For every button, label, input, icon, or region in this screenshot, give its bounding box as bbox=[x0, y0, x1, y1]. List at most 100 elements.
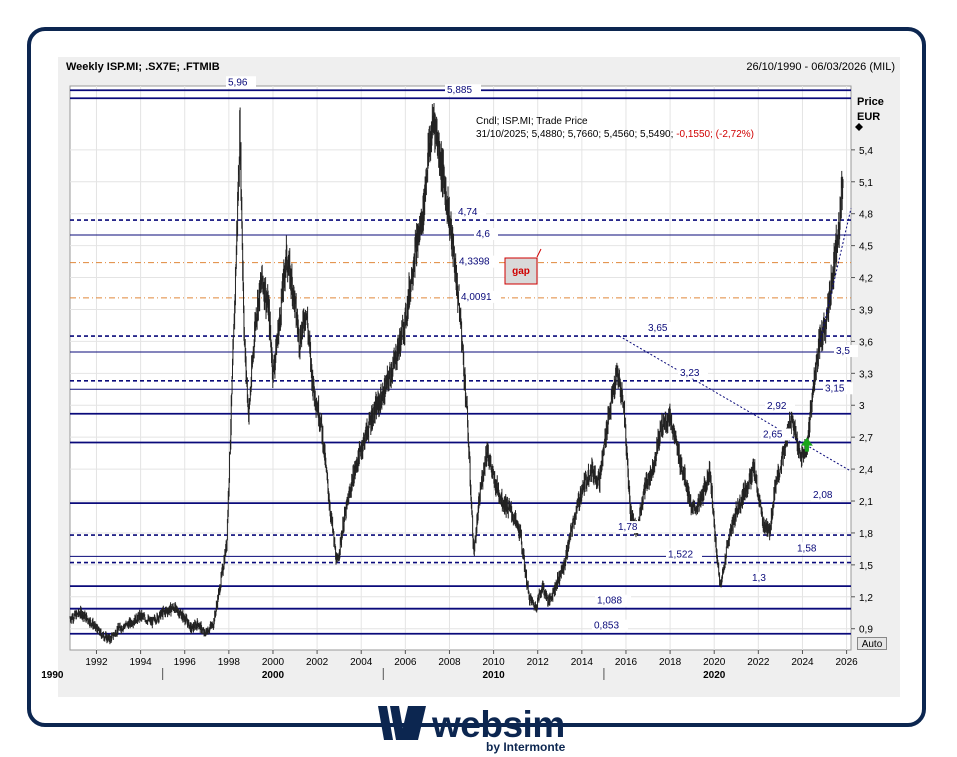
y-axis-title: EUR bbox=[857, 111, 880, 123]
x-tick-label: 2002 bbox=[306, 657, 329, 668]
level-label: 0,853 bbox=[594, 621, 619, 632]
level-label: 4,3398 bbox=[459, 257, 490, 268]
level-label: 1,088 bbox=[597, 596, 622, 607]
level-label: 5,96 bbox=[228, 77, 248, 88]
logo-tagline: by Intermonte bbox=[486, 740, 566, 754]
level-label: 3,15 bbox=[825, 383, 845, 394]
y-tick-label: 4,8 bbox=[859, 210, 873, 221]
level-label-bg bbox=[226, 76, 256, 89]
level-label: 1,3 bbox=[752, 573, 766, 584]
level-label-bg bbox=[459, 290, 501, 303]
grid-layer bbox=[69, 85, 852, 651]
level-label-bg bbox=[795, 542, 825, 555]
level-label-bg bbox=[595, 594, 631, 607]
level-label-bg bbox=[765, 399, 795, 412]
x-tick-label: 2012 bbox=[527, 657, 550, 668]
x-tick-label: 1994 bbox=[129, 657, 152, 668]
level-label: 3,65 bbox=[648, 323, 668, 334]
level-label: 2,92 bbox=[767, 401, 787, 412]
level-label-bg bbox=[811, 489, 841, 502]
y-tick-label: 4,5 bbox=[859, 242, 873, 253]
x-tick-label: 2016 bbox=[615, 657, 638, 668]
level-label-bg bbox=[678, 366, 708, 379]
auto-scale-button[interactable]: Auto bbox=[857, 637, 887, 650]
x-tick-label: 2008 bbox=[438, 657, 461, 668]
y-tick-label: 2,7 bbox=[859, 433, 873, 444]
x-tick-label: 2006 bbox=[394, 657, 417, 668]
x-tick-label: 2020 bbox=[703, 657, 726, 668]
y-tick-label: 1,8 bbox=[859, 529, 873, 540]
y-tick-label: 5,4 bbox=[859, 146, 873, 157]
level-label: 1,58 bbox=[797, 543, 817, 554]
logo-wordmark: websim bbox=[432, 704, 565, 745]
level-label: 4,0091 bbox=[461, 292, 492, 303]
support-trendline bbox=[819, 208, 852, 342]
labels-layer: 5,96 5,885 4,74 4,6 4,3398 4,0091 3,65 3,5 3,23 3… bbox=[226, 76, 858, 632]
x-tick-label: 2022 bbox=[747, 657, 770, 668]
level-label-bg bbox=[761, 428, 791, 441]
gap-pointer bbox=[536, 248, 542, 258]
plot-area bbox=[69, 85, 852, 651]
downtrend-line bbox=[619, 335, 852, 472]
level-label: 5,885 bbox=[447, 85, 472, 96]
x-tick-label: 2004 bbox=[350, 657, 373, 668]
level-label: 3,23 bbox=[680, 368, 700, 379]
y-tick-label: 3,3 bbox=[859, 369, 873, 380]
candles-layer bbox=[69, 103, 844, 645]
level-label-bg bbox=[750, 572, 774, 585]
x-tick-label: 1992 bbox=[85, 657, 108, 668]
y-tick-label: 4,2 bbox=[859, 274, 873, 285]
level-label-bg bbox=[456, 206, 486, 219]
x-tick-label: 1998 bbox=[218, 657, 241, 668]
x-tick-label: 2024 bbox=[791, 657, 814, 668]
websim-logo: websim by Intermonte bbox=[378, 704, 588, 756]
gap-label: gap bbox=[512, 266, 530, 277]
x-decade-label: 2010 bbox=[482, 670, 505, 681]
legend-line2: 31/10/2025; 5,4880; 5,7660; 5,4560; 5,54… bbox=[476, 129, 754, 140]
date-range: 26/10/1990 - 06/03/2026 (MIL) bbox=[746, 61, 895, 73]
x-tick-label: 2010 bbox=[482, 657, 505, 668]
level-label: 4,6 bbox=[476, 229, 490, 240]
logo-mark-icon bbox=[378, 706, 426, 740]
gap-box bbox=[504, 257, 538, 285]
trendlines-layer: gap bbox=[504, 208, 852, 472]
x-tick-label: 2018 bbox=[659, 657, 682, 668]
y-tick-label: 5,1 bbox=[859, 178, 873, 189]
level-label-bg bbox=[834, 345, 858, 358]
chart-title: Weekly ISP.MI; .SX7E; .FTMIB bbox=[66, 61, 220, 73]
x-tick-label: 2000 bbox=[262, 657, 285, 668]
level-label: 4,74 bbox=[458, 207, 478, 218]
last-price-marker-icon bbox=[855, 123, 863, 131]
y-tick-label: 3,6 bbox=[859, 337, 873, 348]
y-tick-label: 1,5 bbox=[859, 561, 873, 572]
y-axis-title: Price bbox=[857, 96, 884, 108]
level-label-bg bbox=[457, 255, 499, 268]
x-tick-label: 2014 bbox=[571, 657, 594, 668]
legend-line1: Cndl; ISP.MI; Trade Price bbox=[476, 116, 588, 127]
x-decade-label: 2020 bbox=[703, 670, 726, 681]
y-tick-label: 0,9 bbox=[859, 625, 873, 636]
level-label: 2,65 bbox=[763, 429, 783, 440]
y-tick-label: 1,2 bbox=[859, 593, 873, 604]
y-tick-label: 2,4 bbox=[859, 465, 873, 476]
level-label-bg bbox=[616, 521, 646, 534]
level-label-bg bbox=[666, 548, 702, 561]
y-tick-label: 2,1 bbox=[859, 497, 873, 508]
level-label: 2,08 bbox=[813, 490, 833, 501]
level-label: 1,78 bbox=[618, 522, 638, 533]
x-decade-label: 1990 bbox=[41, 670, 64, 681]
legend-change: -0,1550; (-2,72%) bbox=[676, 129, 754, 140]
level-label-bg bbox=[445, 84, 481, 97]
level-label-bg bbox=[646, 322, 676, 335]
level-label-bg bbox=[474, 227, 498, 240]
y-tick-label: 3,9 bbox=[859, 305, 873, 316]
level-label-bg bbox=[592, 619, 628, 632]
level-label: 1,522 bbox=[668, 550, 693, 561]
y-tick-label: 3 bbox=[859, 401, 865, 412]
x-tick-label: 1996 bbox=[174, 657, 197, 668]
level-label: 3,5 bbox=[836, 346, 850, 357]
level-label-bg bbox=[823, 382, 853, 395]
axes-layer: 5,4 5,1 4,8 4,5 4,2 3,9 3,6 3,3 3 2,7 2,4 2,1 1,8 1,5… bbox=[41, 96, 884, 681]
breakout-arrow-icon bbox=[800, 437, 813, 452]
